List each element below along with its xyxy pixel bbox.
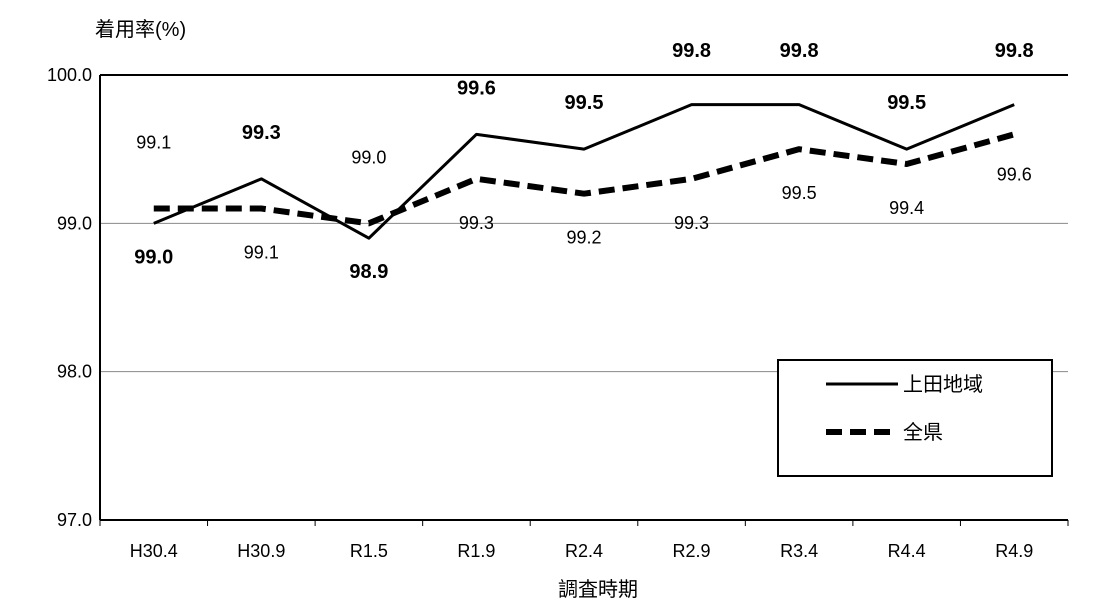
data-label-series-0: 99.5 — [887, 92, 926, 114]
data-label-series-1: 99.6 — [997, 164, 1032, 184]
data-label-series-0: 98.9 — [349, 261, 388, 283]
y-tick-label: 100.0 — [47, 65, 92, 85]
x-tick-label: R2.9 — [673, 541, 711, 561]
x-tick-label: H30.9 — [237, 541, 285, 561]
data-label-series-1: 99.3 — [459, 213, 494, 233]
data-label-series-0: 99.3 — [242, 122, 281, 144]
y-tick-label: 97.0 — [57, 510, 92, 530]
x-tick-label: R1.5 — [350, 541, 388, 561]
x-tick-label: H30.4 — [130, 541, 178, 561]
series-line-0 — [153, 103, 1015, 240]
axes — [99, 75, 1069, 526]
data-label-series-1: 99.1 — [136, 133, 171, 153]
series-line-1 — [153, 131, 1016, 227]
x-tick-label: R4.4 — [888, 541, 926, 561]
series-group — [153, 103, 1016, 240]
x-tick-label: R2.4 — [565, 541, 603, 561]
x-tick-label: R1.9 — [457, 541, 495, 561]
data-labels: 99.0 99.1 99.3 99.1 98.9 99.0 99.6 99.3 99.5 99.2… — [134, 40, 1033, 283]
y-axis-title: 着用率(%) — [95, 18, 186, 41]
data-label-series-0: 99.8 — [672, 40, 711, 62]
grid-lines — [100, 74, 1068, 373]
data-label-series-0: 99.8 — [995, 40, 1034, 62]
data-label-series-0: 99.6 — [457, 77, 496, 99]
x-axis-ticks: H30.4 H30.9 R1.5 R1.9 R2.4 R2.9 R3.4 R4.4 R4.9 — [130, 541, 1033, 561]
legend-label-series-1: 全県 — [903, 421, 943, 444]
data-label-series-0: 99.5 — [565, 92, 604, 114]
x-tick-label: R3.4 — [780, 541, 818, 561]
data-label-series-1: 99.1 — [244, 243, 279, 263]
legend: 上田地域 全県 — [777, 359, 1053, 477]
data-label-series-1: 99.3 — [674, 213, 709, 233]
x-axis-title: 調査時期 — [558, 578, 638, 601]
x-tick-label: R4.9 — [995, 541, 1033, 561]
data-label-series-1: 99.0 — [351, 147, 386, 167]
y-tick-label: 99.0 — [57, 213, 92, 233]
y-tick-label: 98.0 — [57, 362, 92, 382]
data-label-series-1: 99.2 — [566, 228, 601, 248]
y-axis-ticks: 100.0 99.0 98.0 97.0 — [47, 65, 92, 530]
data-label-series-1: 99.4 — [889, 198, 924, 218]
legend-label-series-0: 上田地域 — [903, 373, 983, 396]
data-label-series-1: 99.5 — [782, 183, 817, 203]
legend-box — [777, 359, 1053, 477]
data-label-series-0: 99.8 — [780, 40, 819, 62]
data-label-series-0: 99.0 — [134, 246, 173, 268]
